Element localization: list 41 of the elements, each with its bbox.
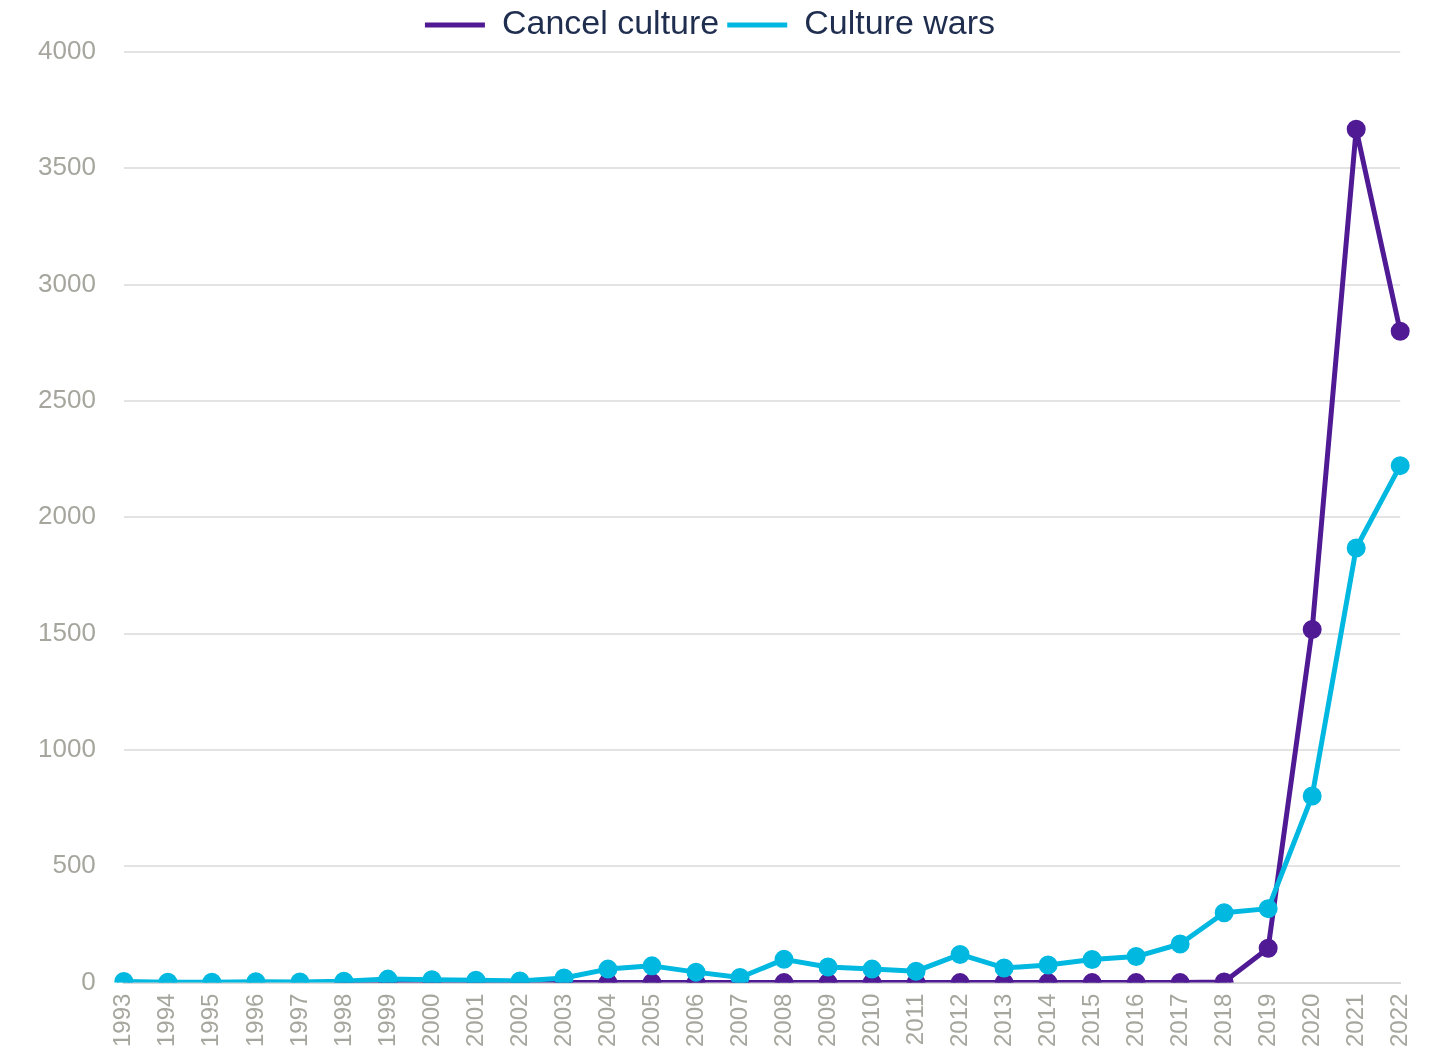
x-tick-label: 1999 [372,993,400,1047]
x-tick-label: 2001 [460,993,488,1047]
x-tick-label: 2010 [856,993,884,1047]
x-tick-label: 2006 [680,993,708,1047]
x-tick-label: 1996 [240,993,268,1047]
x-tick-label: 2005 [636,993,664,1047]
x-tick-label: 2012 [944,993,972,1047]
x-tick-label: 2003 [548,993,576,1047]
y-tick-label: 3000 [38,267,96,298]
legend-label: Cancel culture [501,3,720,42]
y-tick-label: 2500 [38,384,96,415]
x-tick-label: 2016 [1120,993,1148,1047]
y-tick-label: 3500 [38,151,96,182]
x-tick-label: 2020 [1296,993,1324,1047]
x-tick-label: 2017 [1164,993,1192,1047]
x-tick-label: 1995 [196,993,224,1047]
x-tick-label: 1998 [328,993,356,1047]
x-tick-label: 2014 [1032,993,1060,1047]
x-tick-label: 2004 [592,993,620,1047]
x-tick-label: 2022 [1384,993,1412,1047]
x-tick-label: 2011 [900,993,928,1046]
x-tick-label: 1997 [284,993,312,1047]
y-tick-label: 0 [81,965,96,996]
x-tick-label: 2019 [1252,993,1280,1047]
x-tick-label: 2021 [1340,993,1368,1047]
y-tick-label: 1500 [38,616,96,647]
y-tick-label: 4000 [38,35,96,66]
x-tick-label: 2009 [812,993,840,1047]
x-tick-label: 2002 [504,993,532,1047]
y-tick-label: 1000 [38,733,96,764]
x-tick-label: 2015 [1076,993,1104,1047]
x-tick-label: 1993 [108,993,136,1047]
legend-label: Culture wars [804,3,996,42]
x-tick-label: 2007 [724,993,752,1047]
x-tick-label: 2000 [416,993,444,1047]
y-tick-label: 2000 [38,500,96,531]
y-tick-label: 500 [52,849,96,880]
x-tick-label: 2008 [768,993,796,1047]
x-tick-label: 1994 [152,993,180,1047]
x-tick-label: 2018 [1208,993,1236,1047]
x-tick-label: 2013 [988,993,1016,1047]
